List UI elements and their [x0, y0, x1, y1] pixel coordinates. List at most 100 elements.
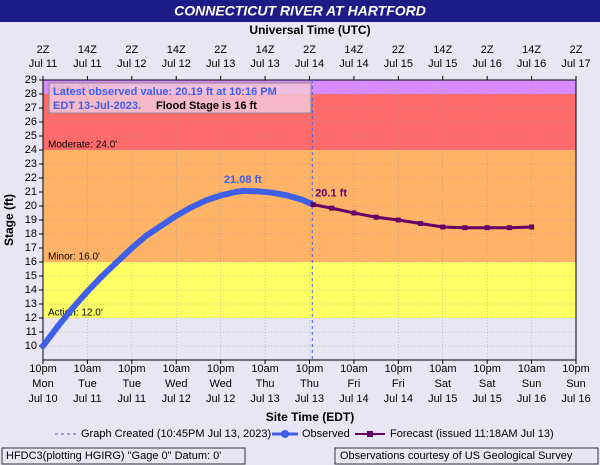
y-tick-label: 15 [25, 270, 37, 282]
plot-frame [42, 79, 577, 361]
latest-value: Latest observed value: 20.19 ft at 10:16… [53, 86, 277, 98]
x2-tick-label: 2Z [570, 44, 583, 56]
x-tick-label: Thu [300, 378, 319, 390]
footer-box [1, 447, 246, 465]
x2-tick-label: 14Z [256, 44, 275, 56]
y-tick-label: 16 [25, 256, 37, 268]
x-tick-label: Jul 12 [162, 393, 191, 405]
observed-point [114, 259, 121, 265]
observed-point [158, 222, 165, 229]
forecast-point [418, 221, 424, 226]
x2-tick-label: Jul 12 [162, 58, 191, 70]
observed-point [202, 197, 209, 204]
y-tick-label: 21 [25, 186, 37, 198]
y-tick-label: 27 [25, 102, 37, 114]
x2-tick-label: Jul 15 [384, 58, 413, 70]
x-tick-label: Wed [209, 378, 231, 390]
x-tick-label: Jul 12 [206, 393, 235, 405]
observed-point [284, 192, 291, 199]
forecast-point [440, 224, 446, 230]
x-tick-label: 10am [340, 363, 368, 375]
x2-tick-label: 2Z [392, 44, 405, 56]
legend-swatch [367, 431, 373, 437]
x-tick-label: 10am [162, 363, 190, 375]
observed-point [254, 188, 261, 195]
x-tick-label: Jul 13 [295, 393, 324, 405]
forecast-point [395, 217, 401, 223]
forecast-point [373, 214, 379, 220]
observed-point [269, 189, 276, 196]
observed-point [217, 192, 224, 199]
value-label: 21.08 ft [224, 174, 262, 186]
x-tick-label: 10pm [385, 363, 413, 375]
x2-tick-label: Jul 12 [117, 58, 146, 70]
x-tick-label: Jul 16 [517, 393, 546, 405]
observed-point [239, 187, 246, 194]
flood-category-label: Moderate: 24.0' [48, 140, 117, 151]
x-tick-label: Jul 14 [339, 393, 368, 405]
x2-tick-label: 2Z [37, 44, 50, 56]
x-tick-label: Tue [123, 378, 142, 390]
x2-tick-label: Jul 13 [250, 58, 279, 70]
x-tick-label: Fri [348, 378, 361, 390]
x-tick-label: 10am [74, 363, 102, 375]
y-tick-label: 22 [25, 172, 37, 184]
y-tick-label: 25 [25, 130, 37, 142]
y-tick-label: 20 [25, 200, 37, 212]
y-tick-label: 23 [25, 158, 37, 170]
x2-tick-label: 14Z [344, 44, 363, 56]
y-tick-label: 11 [26, 326, 37, 338]
observed-point [69, 305, 76, 312]
x-tick-label: Mon [32, 378, 53, 390]
y-tick-label: 13 [25, 298, 37, 310]
x2-tick-label: Jul 11 [73, 58, 102, 70]
footer-box [334, 447, 599, 465]
observed-point [232, 189, 239, 195]
x-tick-label: Fri [392, 378, 405, 390]
x-tick-label: 10pm [207, 363, 235, 375]
forecast-point [484, 225, 490, 231]
footer-right: Observations courtesy of US Geological S… [340, 450, 573, 462]
forecast-point [329, 205, 335, 211]
flood-category-label: Minor: 16.0' [48, 252, 100, 263]
x-tick-label: 10pm [562, 363, 590, 375]
observed-point [188, 204, 195, 211]
x-tick-label: Jul 10 [28, 393, 57, 405]
x-tick-label: 10am [518, 363, 546, 375]
x-tick-label: Tue [78, 378, 97, 390]
y-tick-label: 29 [25, 74, 37, 86]
top-axis-title: Universal Time (UTC) [249, 23, 370, 37]
x-tick-label: Wed [165, 378, 187, 390]
x-tick-label: Jul 15 [472, 393, 501, 405]
latest-date: EDT 13-Jul-2023. [53, 100, 141, 112]
x-tick-label: 10pm [118, 363, 146, 375]
observed-point [173, 212, 180, 219]
x-tick-label: Sun [566, 378, 586, 390]
y-tick-label: 12 [25, 312, 37, 324]
x2-tick-label: 14Z [167, 44, 186, 56]
y-tick-label: 14 [25, 284, 37, 296]
x2-tick-label: Jul 11 [29, 58, 58, 70]
forecast-point [529, 224, 535, 230]
forecast-point [506, 225, 512, 231]
x-tick-label: 10am [251, 363, 279, 375]
x2-tick-label: Jul 14 [339, 58, 368, 70]
x2-tick-label: Jul 15 [428, 58, 457, 70]
legend-label: Forecast (issued 11:18AM Jul 13) [390, 428, 554, 440]
observed-point [299, 196, 306, 203]
title-bar [0, 0, 600, 22]
x-tick-label: 10am [429, 363, 457, 375]
x-tick-label: Jul 16 [561, 393, 590, 405]
x-tick-label: Sat [479, 378, 496, 390]
chart-title: CONNECTICUT RIVER AT HARTFORD [174, 3, 426, 19]
x2-tick-label: 14Z [433, 44, 452, 56]
legend-created: Graph Created (10:45PM Jul 13, 2023) [81, 428, 271, 440]
y-axis-title: Stage (ft) [2, 194, 16, 246]
forecast-point [310, 202, 316, 208]
x2-tick-label: 2Z [303, 44, 316, 56]
observed-point [99, 273, 106, 279]
x2-tick-label: 2Z [481, 44, 494, 56]
x2-tick-label: 2Z [125, 44, 138, 56]
x2-tick-label: 14Z [78, 44, 97, 56]
